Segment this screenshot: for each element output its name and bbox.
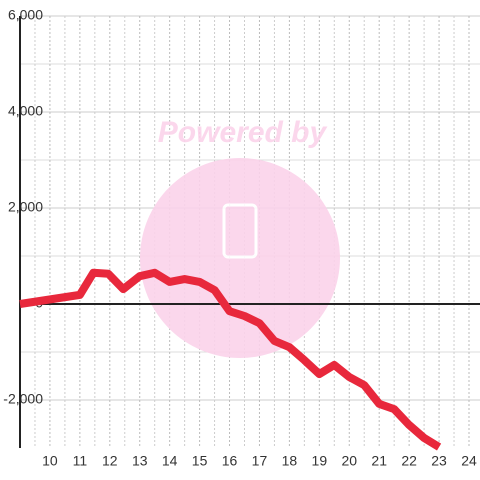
data-line: [19, 268, 442, 451]
watermark: Powered by: [140, 116, 340, 358]
x-tick-label: 22: [401, 453, 417, 469]
x-tick-label: 11: [73, 453, 88, 469]
x-tick-label: 15: [192, 453, 208, 469]
x-tick-label: 24: [461, 453, 477, 469]
x-tick-label: 20: [341, 453, 357, 469]
watermark-icon: [222, 203, 258, 259]
x-tick-label: 23: [431, 453, 447, 469]
x-tick-label: 21: [371, 453, 387, 469]
watermark-text: Powered by: [158, 116, 328, 149]
x-tick-label: 14: [162, 453, 178, 469]
x-tick-label: 18: [282, 453, 298, 469]
x-tick-label: 17: [252, 453, 268, 469]
x-tick-label: 16: [222, 453, 238, 469]
y-tick-label: 6,000: [8, 7, 43, 23]
x-tick-label: 10: [42, 453, 58, 469]
y-tick-label: -2,000: [3, 391, 43, 407]
x-tick-label: 13: [132, 453, 148, 469]
x-tick-label: 19: [312, 453, 328, 469]
y-tick-label: 4,000: [8, 103, 43, 119]
y-tick-label: 2,000: [8, 199, 43, 215]
x-tick-label: 12: [102, 453, 118, 469]
